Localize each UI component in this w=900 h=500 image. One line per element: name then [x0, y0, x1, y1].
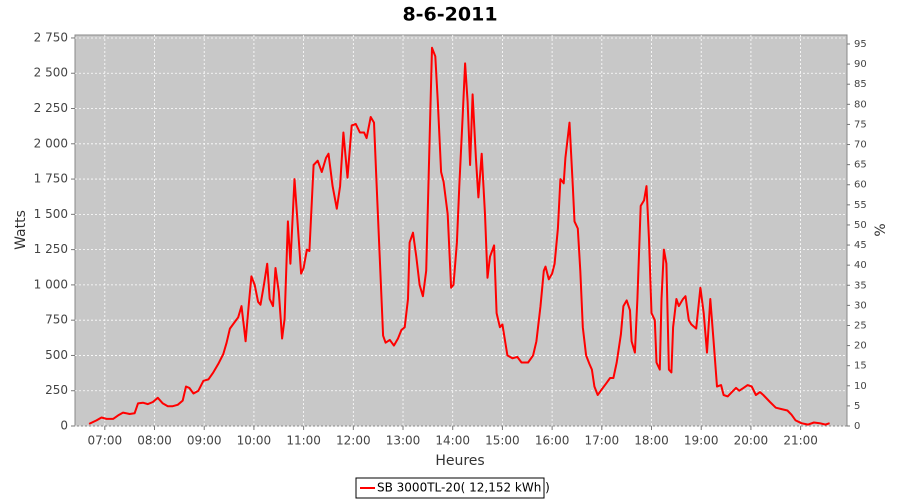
y2-tick-label: 45: [854, 240, 867, 251]
chart-title: 8-6-2011: [402, 4, 497, 26]
y2-tick-label: 75: [854, 119, 867, 130]
x-tick-label: 16:00: [535, 434, 570, 448]
y-tick-label: 2 250: [34, 101, 68, 115]
x-tick-label: 09:00: [187, 434, 222, 448]
x-tick-label: 15:00: [485, 434, 520, 448]
y2-tick-label: 85: [854, 79, 867, 90]
y2-axis-label: %: [873, 223, 889, 236]
x-tick-label: 07:00: [88, 434, 123, 448]
y2-tick-label: 60: [854, 180, 867, 191]
x-tick-label: 21:00: [783, 434, 818, 448]
y-tick-label: 0: [60, 419, 68, 433]
y2-tick-label: 35: [854, 280, 867, 291]
plot-area: [74, 34, 848, 427]
y-tick-label: 1 000: [34, 277, 68, 291]
y2-tick-label: 90: [854, 59, 867, 70]
y-tick-label: 1 250: [34, 242, 68, 256]
y2-tick-label: 80: [854, 99, 867, 110]
y-tick-label: 2 750: [34, 30, 68, 44]
y-tick-label: 2 500: [34, 66, 68, 80]
x-axis-label: Heures: [435, 453, 484, 469]
y-tick-label: 1 750: [34, 172, 68, 186]
y-axis-label: Watts: [13, 210, 29, 250]
y2-tick-label: 0: [854, 421, 860, 432]
x-tick-label: 17:00: [585, 434, 620, 448]
y-tick-label: 500: [45, 348, 68, 362]
y2-tick-label: 50: [854, 220, 867, 231]
y2-tick-label: 65: [854, 160, 867, 171]
y-tick-label: 1 500: [34, 207, 68, 221]
y2-tick-label: 70: [854, 140, 867, 151]
y2-tick-label: 20: [854, 341, 867, 352]
y2-tick-label: 55: [854, 200, 867, 211]
y2-tick-label: 15: [854, 361, 867, 372]
y-tick-label: 750: [45, 313, 68, 327]
y2-tick-label: 95: [854, 39, 867, 50]
y-tick-label: 2 000: [34, 136, 68, 150]
y2-tick-label: 25: [854, 320, 867, 331]
data-line: [88, 46, 830, 426]
x-tick-label: 08:00: [137, 434, 172, 448]
x-tick-label: 20:00: [734, 434, 769, 448]
x-tick-label: 11:00: [286, 434, 321, 448]
x-tick-label: 12:00: [336, 434, 371, 448]
x-tick-label: 18:00: [634, 434, 669, 448]
x-tick-label: 13:00: [386, 434, 421, 448]
legend-label: SB 3000TL-20( 12,152 kWh ): [377, 481, 550, 495]
y-tick-label: 250: [45, 383, 68, 397]
y2-tick-label: 10: [854, 381, 867, 392]
x-tick-label: 10:00: [237, 434, 272, 448]
y2-tick-label: 30: [854, 300, 867, 311]
x-tick-label: 19:00: [684, 434, 719, 448]
x-tick-label: 14:00: [435, 434, 470, 448]
y2-tick-label: 40: [854, 260, 867, 271]
y2-tick-label: 5: [854, 401, 860, 412]
legend: [355, 477, 545, 499]
